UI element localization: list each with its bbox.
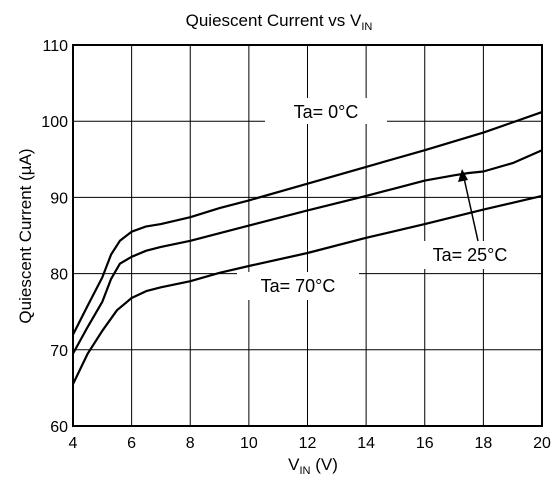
chart-title: Quiescent Current vs VIN <box>186 11 373 33</box>
y-tick-labels: 60 70 80 90 100 110 <box>41 38 68 436</box>
chart-title-sub: IN <box>361 21 372 33</box>
x-tick-label: 16 <box>416 435 434 452</box>
series-line-1 <box>72 149 543 355</box>
y-tick-label: 60 <box>50 419 68 436</box>
x-axis-label-unit: (V) <box>310 455 337 474</box>
y-tick-label: 90 <box>50 190 68 207</box>
x-tick-label: 8 <box>186 435 195 452</box>
x-axis-label-main: V <box>288 455 300 474</box>
annotation-0: Ta= 0°C <box>265 98 387 124</box>
annotation-2-label: Ta= 70°C <box>261 276 336 296</box>
y-tick-label: 100 <box>41 114 68 131</box>
chart-title-main: Quiescent Current vs V <box>186 11 362 30</box>
y-tick-label: 70 <box>50 343 68 360</box>
x-tick-labels: 4 6 8 10 12 14 16 18 20 <box>69 435 551 452</box>
annotation-2-bg <box>237 272 359 300</box>
annotation-1-arrow-line <box>463 177 479 242</box>
plot-frame <box>72 44 543 427</box>
y-axis-label: Quiescent Current (µA) <box>16 148 35 323</box>
y-tick-label: 80 <box>50 267 68 284</box>
annotation-1-bg <box>413 241 528 269</box>
series-layer <box>72 111 543 385</box>
annotation-1-label: Ta= 25°C <box>433 245 508 265</box>
annotation-0-label: Ta= 0°C <box>294 102 359 122</box>
x-tick-label: 14 <box>357 435 375 452</box>
x-axis-label-sub: IN <box>299 465 310 477</box>
x-tick-label: 10 <box>240 435 258 452</box>
annotation-1-arrowhead <box>458 169 468 182</box>
x-tick-label: 20 <box>533 435 551 452</box>
x-tick-label: 12 <box>299 435 317 452</box>
annotation-1: Ta= 25°C <box>413 169 528 269</box>
x-tick-label: 18 <box>474 435 492 452</box>
x-tick-label: 4 <box>69 435 78 452</box>
series-line-2 <box>72 194 543 385</box>
annotation-0-bg <box>265 98 387 124</box>
x-tick-label: 6 <box>127 435 136 452</box>
annotation-2: Ta= 70°C <box>237 272 359 300</box>
series-line-0 <box>72 111 543 336</box>
y-tick-label: 110 <box>42 38 68 55</box>
x-axis-label: VIN (V) <box>288 455 338 477</box>
